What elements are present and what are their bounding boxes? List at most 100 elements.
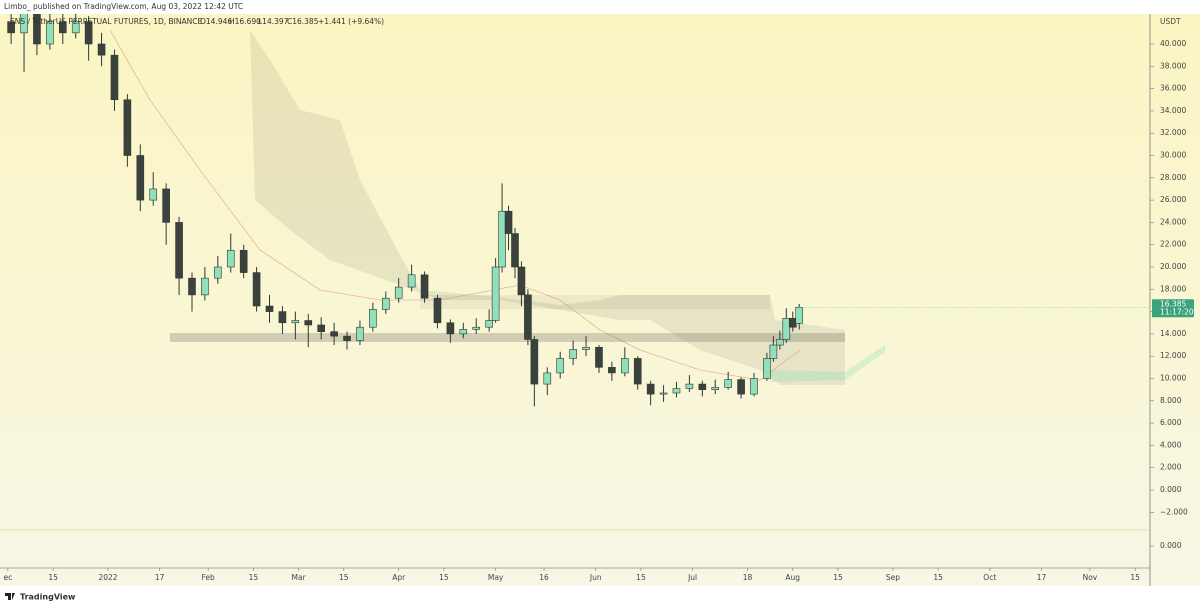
candle-body bbox=[595, 346, 603, 368]
y-tick-label: 0.000 bbox=[1160, 485, 1182, 494]
candle-body bbox=[498, 210, 506, 268]
y-tick-label: 24.000 bbox=[1160, 217, 1186, 226]
candle-body bbox=[530, 339, 539, 385]
x-tick-label: May bbox=[488, 573, 504, 582]
candle-body bbox=[569, 349, 577, 359]
countdown: 11:17:20 bbox=[1160, 307, 1194, 316]
y-tick-label: 32.000 bbox=[1160, 128, 1186, 137]
y-tick-label: 12.000 bbox=[1160, 351, 1186, 360]
candle-body bbox=[304, 320, 313, 326]
x-tick-label: ec bbox=[4, 573, 13, 582]
x-tick-label: 15 bbox=[1130, 573, 1140, 582]
candle-body bbox=[433, 297, 442, 324]
x-tick-label: Aug bbox=[785, 573, 800, 582]
candle-body bbox=[175, 222, 183, 279]
candle-body bbox=[788, 317, 797, 328]
candle-body bbox=[252, 272, 261, 307]
x-tick-label: 15 bbox=[249, 573, 259, 582]
y-tick-label: 6.000 bbox=[1160, 418, 1182, 427]
y-tick-label: 18.000 bbox=[1160, 284, 1186, 293]
y-tick-label: 26.000 bbox=[1160, 195, 1186, 204]
currency: USDT bbox=[1160, 17, 1181, 26]
candle-body bbox=[394, 286, 403, 299]
candle-body bbox=[278, 311, 287, 324]
change-label: +1.441 (+9.64%) bbox=[318, 17, 384, 26]
candle-body bbox=[446, 322, 455, 335]
candle-body bbox=[33, 14, 41, 45]
candle-body bbox=[524, 294, 532, 340]
candle-body bbox=[84, 21, 93, 45]
candle-body bbox=[136, 155, 145, 201]
x-tick-label: 18 bbox=[743, 573, 753, 582]
candle-body bbox=[239, 249, 248, 273]
ohlc-label: L14.397 bbox=[258, 17, 289, 26]
candle-body bbox=[149, 188, 158, 201]
brand-logo bbox=[5, 593, 15, 600]
x-tick-label: Nov bbox=[1083, 573, 1098, 582]
y-tick-label: 40.000 bbox=[1160, 39, 1186, 48]
x-tick-label: Jul bbox=[687, 573, 697, 582]
y-tick-label: 22.000 bbox=[1160, 240, 1186, 249]
chart-background bbox=[0, 14, 1200, 586]
candle-body bbox=[556, 358, 565, 374]
candle-body bbox=[381, 297, 390, 310]
resistance-zone bbox=[420, 295, 770, 309]
y-tick-label: 2.000 bbox=[1160, 463, 1182, 472]
candle-body bbox=[343, 335, 351, 341]
x-tick-label: Apr bbox=[392, 573, 406, 582]
x-tick-label: Feb bbox=[201, 573, 215, 582]
symbol: ENS / TetherUS PERPETUAL FUTURES, 1D, BI… bbox=[10, 17, 202, 26]
ichimoku-cloud-green bbox=[770, 345, 885, 382]
publish-info: Limbo_ published on TradingView.com, Aug… bbox=[4, 2, 243, 11]
y-tick-label: 0.000 bbox=[1160, 541, 1182, 550]
candle-body bbox=[485, 320, 493, 328]
candle-body bbox=[71, 21, 80, 34]
candle-body bbox=[517, 266, 526, 296]
support-zone bbox=[170, 333, 845, 342]
candle-body bbox=[646, 383, 655, 395]
brand: TradingView bbox=[20, 593, 76, 602]
y-tick-label: 30.000 bbox=[1160, 151, 1186, 160]
y-tick-label: 20.000 bbox=[1160, 262, 1186, 271]
x-tick-label: 17 bbox=[1037, 573, 1047, 582]
candle-body bbox=[633, 358, 642, 385]
candle-body bbox=[685, 383, 694, 389]
candle-body bbox=[214, 266, 222, 279]
x-tick-label: 15 bbox=[339, 573, 349, 582]
candle-body bbox=[543, 372, 552, 385]
candle-body bbox=[724, 379, 732, 388]
candle-body bbox=[420, 274, 429, 299]
candle-body bbox=[201, 277, 209, 296]
y-tick-label: 8.000 bbox=[1160, 396, 1182, 405]
candle-body bbox=[188, 277, 196, 296]
x-tick-label: 16 bbox=[539, 573, 549, 582]
candle-body bbox=[621, 358, 629, 374]
candle-body bbox=[97, 43, 106, 56]
candle-body bbox=[356, 326, 364, 341]
baseline bbox=[109, 29, 801, 381]
x-tick-label: Oct bbox=[983, 573, 996, 582]
candle-body bbox=[369, 309, 377, 328]
candle-body bbox=[504, 210, 513, 234]
candle-body bbox=[776, 339, 784, 346]
candle-body bbox=[750, 378, 758, 395]
candle-body bbox=[459, 329, 468, 335]
footer bbox=[0, 586, 1200, 606]
candle-body bbox=[737, 379, 745, 395]
candle-body bbox=[711, 387, 720, 390]
candle-body bbox=[698, 383, 707, 390]
candle-body bbox=[407, 274, 416, 288]
y-tick-label: 14.000 bbox=[1160, 329, 1186, 338]
y-tick-label: 28.000 bbox=[1160, 173, 1186, 182]
candle-body bbox=[763, 358, 771, 379]
y-tick-label: 38.000 bbox=[1160, 61, 1186, 70]
candle-body bbox=[511, 233, 519, 268]
y-tick-label: −2.000 bbox=[1160, 507, 1188, 516]
x-tick-label: Sep bbox=[886, 573, 900, 582]
x-tick-label: Mar bbox=[292, 573, 307, 582]
ichimoku bbox=[109, 29, 885, 385]
candle-body bbox=[7, 21, 15, 34]
